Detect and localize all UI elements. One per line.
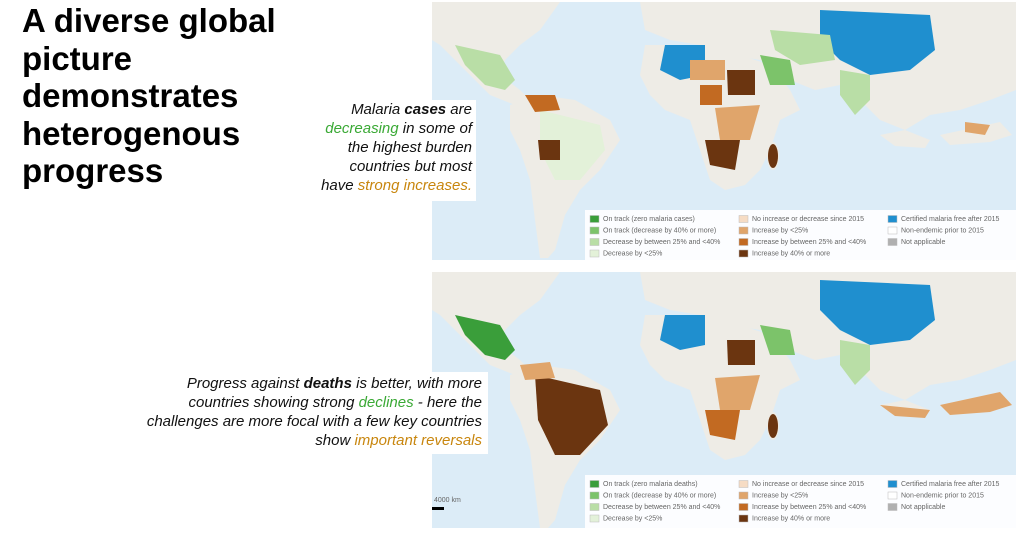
slide-title: A diverse global picture demonstrates he… (22, 2, 276, 189)
legend-label: Not applicable (901, 504, 945, 511)
legend-swatch (738, 480, 749, 488)
callout: Progress against deaths is better, with … (128, 372, 488, 454)
legend-label: On track (zero malaria deaths) (603, 481, 698, 488)
legend-label: Certified malaria free after 2015 (901, 481, 1000, 488)
legend-label: Increase by between 25% and <40% (752, 504, 866, 511)
callout-text: important reversals (354, 432, 482, 449)
callout-text: is better, with more countries showing s… (188, 375, 482, 411)
legend-swatch (589, 215, 600, 223)
legend-label: Increase by <25% (752, 227, 808, 234)
legend-label: Increase by between 25% and <40% (752, 239, 866, 246)
legend-label: On track (zero malaria cases) (603, 216, 695, 223)
legend-swatch (589, 503, 600, 511)
legend-swatch (589, 480, 600, 488)
legend-label: Certified malaria free after 2015 (901, 216, 1000, 223)
legend-label: No increase or decrease since 2015 (752, 216, 864, 223)
callout-text: deaths (303, 375, 352, 392)
scale-bar (432, 507, 444, 510)
callout-text: are (446, 101, 472, 118)
legend-swatch (738, 514, 749, 523)
legend-swatch (589, 238, 600, 246)
legend-label: Non-endemic prior to 2015 (901, 227, 984, 234)
legend-label: Non-endemic prior to 2015 (901, 492, 984, 499)
legend-label: On track (decrease by 40% or more) (603, 227, 716, 234)
legend-swatch (589, 226, 600, 235)
legend-swatch (887, 503, 898, 511)
legend-label: Decrease by <25% (603, 250, 662, 257)
callout-text: cases (404, 101, 447, 118)
map-panel (432, 272, 1016, 528)
legend-label: Increase by 40% or more (752, 515, 830, 522)
legend-label: Decrease by between 25% and <40% (603, 504, 720, 511)
legend-swatch (589, 249, 600, 258)
legend-label: On track (decrease by 40% or more) (603, 492, 716, 499)
callout-text: decreasing (325, 120, 399, 137)
callout-text: - here the challenges are more focal wit… (146, 394, 482, 449)
legend-swatch (738, 249, 749, 258)
legend-swatch (738, 503, 749, 511)
callout: Malaria cases are decreasing in some of … (316, 100, 476, 201)
legend-swatch (589, 491, 600, 500)
legend-label: No increase or decrease since 2015 (752, 481, 864, 488)
scale-label: 4000 km (434, 497, 461, 504)
legend-swatch (738, 491, 749, 500)
legend-swatch (738, 238, 749, 246)
map-panel (432, 2, 1016, 260)
callout-text: Malaria (351, 101, 405, 118)
callout-text: strong increases. (357, 177, 472, 194)
callout-text: Progress against (186, 375, 304, 392)
legend-swatch (887, 238, 898, 246)
legend-label: Decrease by <25% (603, 515, 662, 522)
legend-label: Increase by 40% or more (752, 250, 830, 257)
legend-swatch (887, 215, 898, 223)
legend-swatch (738, 226, 749, 235)
legend-swatch (887, 226, 898, 235)
callout-text: in some of the highest burden countries … (321, 120, 472, 194)
legend-label: Not applicable (901, 239, 945, 246)
legend-swatch (738, 215, 749, 223)
legend-swatch (887, 480, 898, 488)
legend-swatch (589, 514, 600, 523)
legend-label: Increase by <25% (752, 492, 808, 499)
legend-label: Decrease by between 25% and <40% (603, 239, 720, 246)
callout-text: declines (358, 394, 414, 411)
legend-swatch (887, 491, 898, 500)
